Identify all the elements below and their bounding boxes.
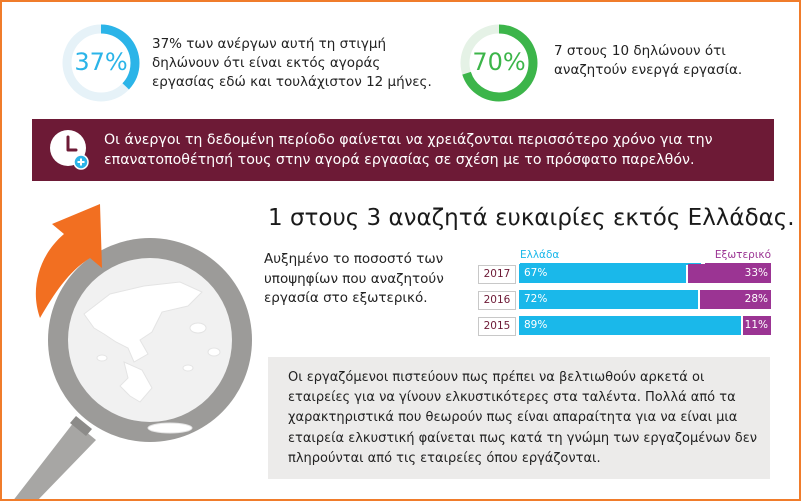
- bar-abroad-2016: 28%: [700, 290, 771, 309]
- year-label: 2016: [478, 291, 516, 310]
- banner-text: Οι άνεργοι τη δεδομένη περίοδο φαίνεται …: [104, 132, 713, 168]
- donut-chart-37: 37%: [62, 24, 140, 102]
- quote-text: Οι εργαζόμενοι πιστεύουν πως πρέπει να β…: [288, 370, 758, 466]
- legend-series-greece: Ελλάδα: [520, 248, 701, 265]
- clock-plus-icon: [50, 130, 89, 170]
- headline: 1 στους 3 αναζητά ευκαιρίες εκτός Ελλάδα…: [268, 205, 795, 231]
- stat-text: 7 στους 10 δηλώνουν ότι αναζητούν ενεργά…: [554, 43, 743, 78]
- donut-chart-70: 70%: [460, 24, 538, 102]
- info-banner: Οι άνεργοι τη δεδομένη περίοδο φαίνεται …: [32, 119, 774, 181]
- quote-box: Οι εργαζόμενοι πιστεύουν πως πρέπει να β…: [268, 357, 770, 479]
- bar-abroad-2017: 33%: [688, 264, 771, 283]
- bar-greece-2015: 89%: [519, 316, 741, 335]
- donut-percent-label: 37%: [74, 48, 128, 76]
- chart-description: Αυξημένο το ποσοστό των υποψηφίων που αν…: [264, 251, 444, 306]
- year-label: 2015: [478, 317, 516, 336]
- year-label: 2017: [478, 265, 516, 284]
- magnifier-illustration: [14, 204, 252, 499]
- donut-percent-label: 70%: [472, 48, 526, 76]
- legend-series-abroad: Εξωτερικό: [705, 248, 771, 265]
- bar-greece-2017: 67%: [519, 264, 686, 283]
- bar-greece-2016: 72%: [519, 290, 698, 309]
- orange-arrow-icon: [35, 204, 102, 318]
- greece-map-icon: [83, 281, 221, 434]
- stat-text: 37% των ανέργων αυτή τη στιγμή δηλώνουν …: [152, 36, 432, 90]
- bar-abroad-2015: 11%: [743, 316, 771, 335]
